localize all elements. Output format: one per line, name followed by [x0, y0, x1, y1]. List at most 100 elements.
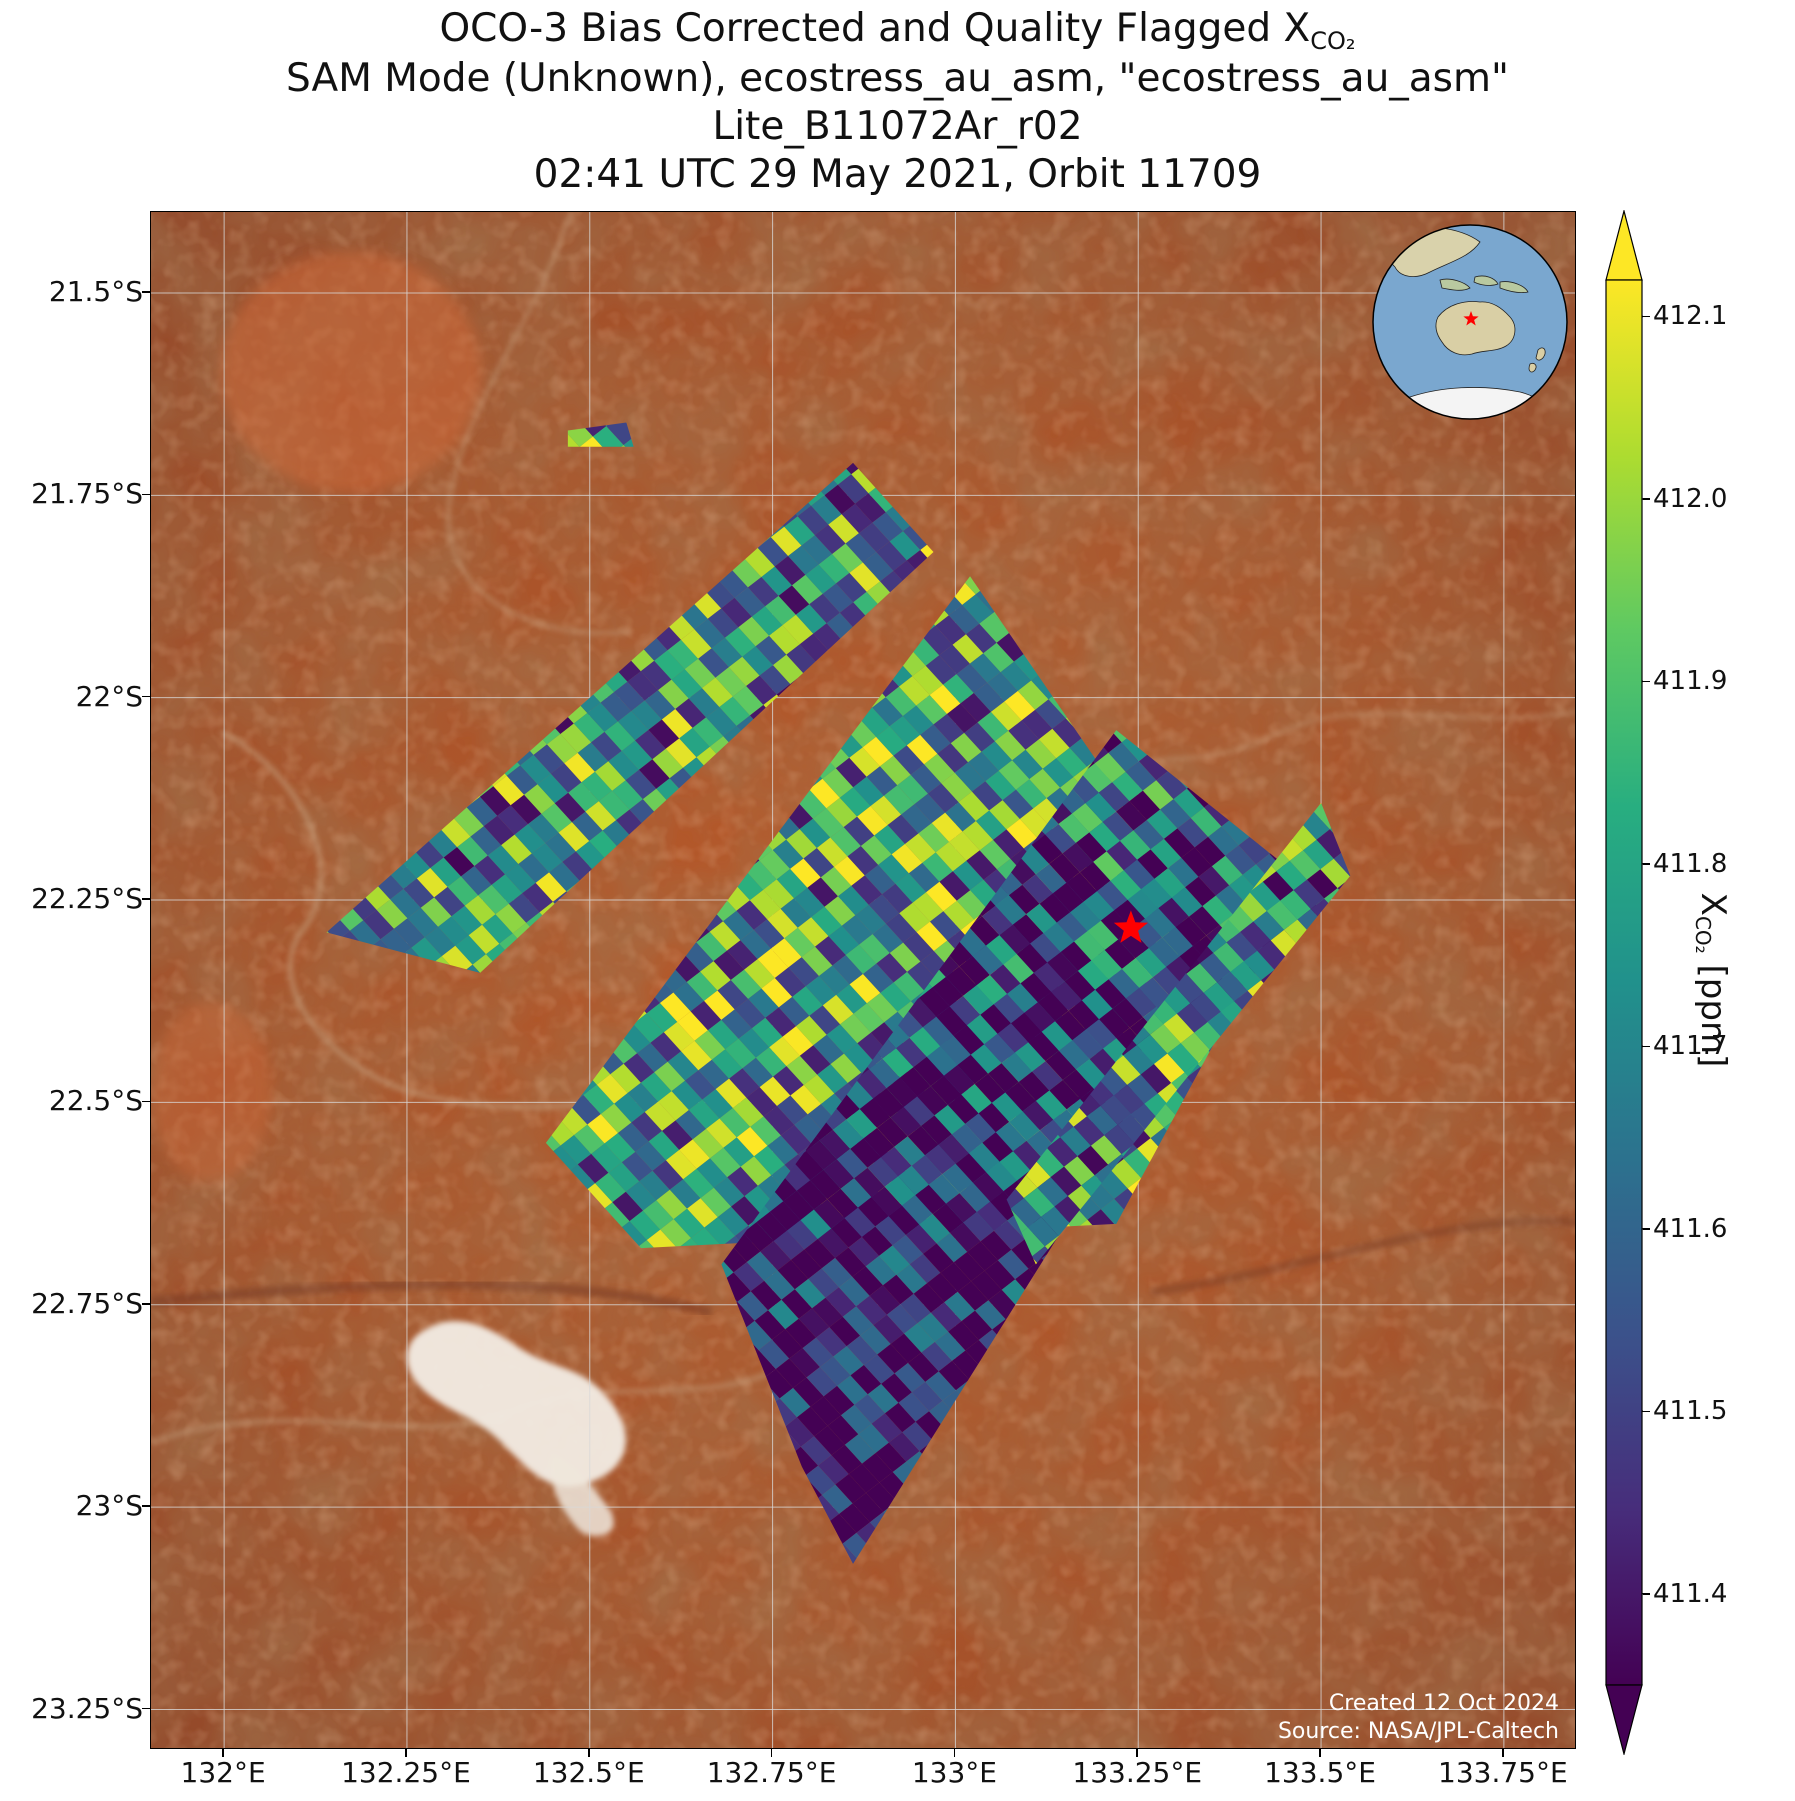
- sounding-footprint: [1154, 868, 1186, 898]
- sounding-footprint: [934, 1331, 966, 1361]
- sounding-footprint: [349, 920, 381, 950]
- sounding-footprint: [842, 1306, 874, 1336]
- sounding-footprint: [1018, 1071, 1050, 1101]
- sounding-footprint: [644, 690, 676, 720]
- sounding-footprint: [997, 1023, 1029, 1053]
- sounding-footprint: [604, 1133, 636, 1163]
- sounding-footprint: [916, 921, 948, 951]
- sounding-footprint: [991, 701, 1022, 731]
- sounding-footprint: [866, 992, 898, 1023]
- sounding-footprint: [939, 871, 971, 901]
- sounding-footprint: [949, 831, 980, 861]
- sounding-footprint: [545, 832, 576, 862]
- x-tick-mark: [222, 1749, 224, 1757]
- sounding-footprint: [914, 793, 946, 823]
- sounding-footprint: [935, 841, 967, 872]
- sounding-footprint: [700, 961, 731, 991]
- sounding-footprint: [810, 1396, 841, 1426]
- sounding-footprint: [1186, 963, 1218, 993]
- sounding-footprint: [468, 924, 500, 955]
- sounding-footprint: [769, 1201, 801, 1231]
- sounding-footprint: [913, 1056, 944, 1087]
- sounding-footprint: [876, 726, 907, 756]
- sounding-footprint: [1074, 931, 1105, 961]
- sounding-footprint: [780, 1124, 812, 1155]
- sounding-footprint: [837, 474, 869, 504]
- sounding-footprint: [648, 1130, 680, 1161]
- map-frame[interactable]: [150, 211, 1576, 1749]
- sounding-footprint: [679, 1139, 710, 1169]
- chart-title-line1: OCO-3 Bias Corrected and Quality Flagged…: [439, 6, 1356, 55]
- sounding-footprint: [1226, 932, 1258, 962]
- sounding-footprint: [873, 1088, 904, 1118]
- sounding-footprint: [841, 503, 873, 534]
- sounding-footprint: [1052, 718, 1083, 748]
- sounding-footprint: [917, 1312, 949, 1342]
- sounding-footprint: [730, 969, 762, 999]
- x-tick-mark: [953, 1749, 956, 1757]
- sounding-footprint: [1045, 1050, 1077, 1080]
- sounding-footprint: [663, 1021, 695, 1052]
- sounding-footprint: [786, 829, 817, 859]
- sounding-footprint: [818, 554, 850, 584]
- sounding-footprint: [825, 1287, 857, 1317]
- sounding-footprint: [1001, 1052, 1033, 1082]
- sounding-footprint: [832, 955, 863, 985]
- colorbar-ticks: [1642, 315, 1643, 1595]
- sounding-footprint: [478, 884, 509, 915]
- sounding-footprint: [727, 1166, 758, 1197]
- sounding-footprint: [1240, 921, 1271, 951]
- sounding-footprint: [872, 923, 904, 953]
- sounding-footprint: [531, 843, 563, 873]
- sounding-footprint: [1049, 853, 1080, 883]
- y-tick-label: 23.25°S: [31, 1691, 143, 1725]
- credit-source: Source: NASA/JPL-Caltech: [1277, 1719, 1559, 1744]
- sounding-footprint: [652, 748, 684, 779]
- sounding-footprint: [781, 1289, 813, 1319]
- sounding-footprint: [905, 997, 937, 1028]
- sounding-footprint: [831, 1444, 863, 1474]
- sounding-footprint: [896, 1037, 927, 1068]
- sounding-footprint: [1031, 834, 1063, 864]
- sounding-footprint: [1046, 1137, 1078, 1167]
- sounding-footprint: [736, 1126, 768, 1157]
- sounding-footprint: [675, 698, 706, 728]
- sounding-footprint: [932, 1203, 964, 1233]
- sounding-footprint: [562, 851, 594, 881]
- sounding-footprint: [740, 1156, 772, 1186]
- sounding-footprint: [1185, 876, 1216, 907]
- sounding-footprint: [902, 705, 934, 735]
- sounding-footprint: [487, 845, 519, 875]
- x-tick-mark: [1319, 1749, 1321, 1757]
- sounding-footprint: [856, 1295, 887, 1326]
- sounding-footprint: [491, 874, 523, 904]
- sounding-footprint: [805, 564, 837, 594]
- sounding-footprint: [547, 734, 578, 764]
- sounding-footprint: [858, 707, 890, 737]
- sounding-footprint: [980, 1230, 1012, 1261]
- colorbar-tick: [1643, 1045, 1650, 1048]
- sounding-footprint: [1030, 933, 1061, 963]
- sounding-footprint: [1006, 819, 1038, 849]
- sounding-footprint: [746, 1087, 777, 1117]
- sounding-footprint: [667, 639, 699, 670]
- sounding-footprint: [909, 1253, 941, 1284]
- sounding-footprint: [938, 1360, 970, 1391]
- sounding-footprint: [877, 1117, 908, 1147]
- sounding-footprint: [711, 1049, 743, 1079]
- sounding-footprint: [835, 1474, 866, 1504]
- sounding-footprint: [583, 1084, 615, 1115]
- map-canvas[interactable]: [151, 212, 1576, 1749]
- sounding-footprint: [893, 745, 925, 775]
- sounding-footprint: [930, 1302, 962, 1332]
- sounding-footprint: [816, 1327, 847, 1357]
- sounding-footprint: [886, 1077, 918, 1107]
- sounding-footprint: [706, 1118, 737, 1148]
- sounding-footprint: [795, 604, 827, 634]
- sounding-footprint: [919, 1214, 950, 1244]
- y-tick-mark: [142, 898, 150, 900]
- sounding-footprint: [905, 833, 936, 863]
- sounding-footprint: [733, 1262, 765, 1292]
- sounding-footprint: [751, 606, 783, 636]
- sounding-footprint: [1199, 952, 1231, 983]
